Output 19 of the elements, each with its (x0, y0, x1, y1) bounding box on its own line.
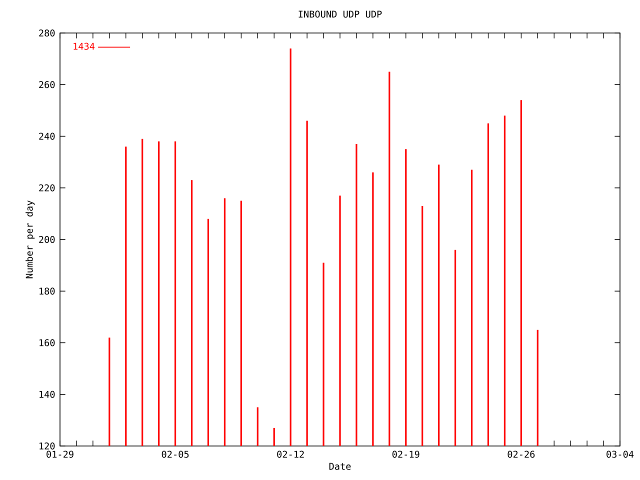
y-tick-label: 200 (39, 236, 55, 244)
chart-title: INBOUND UDP UDP (298, 10, 382, 18)
y-tick-label: 260 (39, 81, 55, 88)
x-tick-label: 02-05 (162, 450, 189, 458)
x-tick-label: 02-26 (508, 450, 535, 458)
y-tick-label: 220 (39, 184, 55, 192)
y-tick-label: 180 (40, 288, 55, 295)
y-tick-label: 240 (39, 132, 55, 140)
legend-label: 1434 (74, 42, 95, 50)
y-tick-label: 280 (39, 29, 55, 37)
x-tick-label: 01-29 (46, 450, 74, 458)
y-axis-title: Number per day (26, 200, 35, 278)
y-tick-label: 160 (40, 339, 55, 346)
y-tick-label: 120 (40, 442, 55, 450)
x-axis-title: Date (329, 462, 351, 470)
x-tick-label: 03-04 (606, 450, 634, 458)
x-tick-label: 02-12 (277, 450, 304, 458)
y-tick-label: 140 (40, 390, 55, 398)
x-tick-label: 02-19 (392, 450, 420, 458)
